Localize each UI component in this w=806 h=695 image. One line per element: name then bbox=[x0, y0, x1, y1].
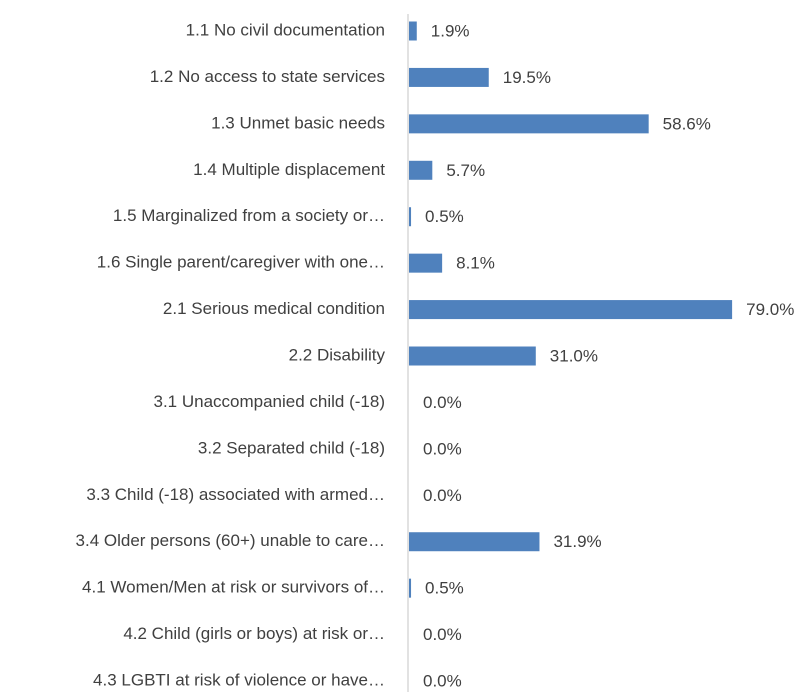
category-label: 2.1 Serious medical condition bbox=[163, 299, 385, 318]
data-label: 0.0% bbox=[423, 672, 462, 691]
bar bbox=[409, 114, 649, 134]
bar bbox=[409, 532, 540, 552]
data-label: 31.9% bbox=[553, 532, 601, 551]
data-label: 58.6% bbox=[663, 114, 711, 133]
category-label: 4.2 Child (girls or boys) at risk or… bbox=[123, 624, 385, 643]
data-label: 5.7% bbox=[446, 161, 485, 180]
data-label: 19.5% bbox=[503, 68, 551, 87]
category-label: 2.2 Disability bbox=[289, 345, 386, 364]
category-label: 3.3 Child (-18) associated with armed… bbox=[86, 485, 385, 504]
category-label: 1.6 Single parent/caregiver with one… bbox=[97, 253, 385, 272]
bar bbox=[409, 21, 417, 41]
category-label: 1.3 Unmet basic needs bbox=[211, 113, 385, 132]
bar bbox=[409, 578, 412, 598]
bar bbox=[409, 300, 733, 320]
category-label: 3.1 Unaccompanied child (-18) bbox=[153, 392, 385, 411]
category-label: 4.3 LGBTI at risk of violence or have… bbox=[93, 671, 385, 690]
bar bbox=[409, 67, 489, 87]
bar bbox=[409, 346, 536, 366]
category-label: 4.1 Women/Men at risk or survivors of… bbox=[82, 578, 385, 597]
data-label: 0.0% bbox=[423, 393, 462, 412]
data-label: 0.5% bbox=[425, 207, 464, 226]
bar bbox=[409, 160, 433, 180]
data-label: 79.0% bbox=[746, 300, 794, 319]
data-label: 0.0% bbox=[423, 625, 462, 644]
category-label: 3.4 Older persons (60+) unable to care… bbox=[76, 531, 385, 550]
data-label: 0.5% bbox=[425, 579, 464, 598]
bar bbox=[409, 253, 443, 273]
category-label: 1.1 No civil documentation bbox=[186, 20, 385, 39]
category-label: 1.5 Marginalized from a society or… bbox=[113, 206, 385, 225]
data-label: 0.0% bbox=[423, 439, 462, 458]
bar bbox=[409, 207, 412, 227]
data-label: 0.0% bbox=[423, 486, 462, 505]
data-label: 8.1% bbox=[456, 254, 495, 273]
category-label: 1.4 Multiple displacement bbox=[193, 160, 385, 179]
category-label: 3.2 Separated child (-18) bbox=[198, 438, 385, 457]
category-label: 1.2 No access to state services bbox=[150, 67, 385, 86]
data-label: 1.9% bbox=[431, 21, 470, 40]
data-label: 31.0% bbox=[550, 346, 598, 365]
